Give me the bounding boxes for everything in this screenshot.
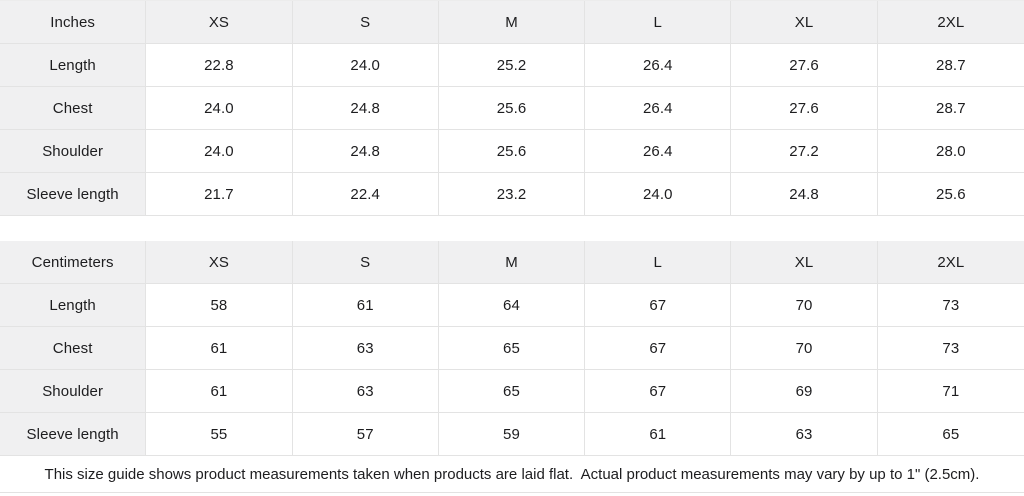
value-length-xl-cm: 70 [731,284,878,327]
value-chest-xs: 24.0 [146,87,293,130]
row-label-length: Length [0,44,147,87]
value-sleeve-xs-cm: 55 [146,413,293,456]
value-shoulder-2xl: 28.0 [877,130,1024,173]
value-length-2xl: 28.7 [877,44,1024,87]
value-chest-m: 25.6 [438,87,586,130]
size-header-m-cm: M [438,241,586,284]
size-header-xl: XL [731,1,878,44]
value-sleeve-xs: 21.7 [146,173,293,216]
row-label-shoulder: Shoulder [0,130,147,173]
value-length-s-cm: 61 [292,284,439,327]
value-chest-xs-cm: 61 [146,327,293,370]
value-shoulder-l-cm: 67 [585,370,732,413]
value-chest-s: 24.8 [292,87,439,130]
value-sleeve-2xl-cm: 65 [877,413,1024,456]
value-sleeve-m-cm: 59 [438,413,586,456]
value-sleeve-l-cm: 61 [585,413,732,456]
size-header-s-cm: S [292,241,439,284]
value-chest-xl-cm: 70 [731,327,878,370]
row-label-chest-cm: Chest [0,327,147,370]
value-sleeve-s-cm: 57 [292,413,439,456]
size-header-2xl-cm: 2XL [877,241,1024,284]
row-label-chest: Chest [0,87,147,130]
value-chest-s-cm: 63 [292,327,439,370]
value-shoulder-xs: 24.0 [146,130,293,173]
size-guide-disclaimer: This size guide shows product measuremen… [0,456,1024,493]
value-length-l-cm: 67 [585,284,732,327]
value-chest-m-cm: 65 [438,327,586,370]
size-header-l-cm: L [585,241,732,284]
value-chest-2xl: 28.7 [877,87,1024,130]
value-length-m: 25.2 [438,44,586,87]
size-header-m: M [438,1,586,44]
value-chest-l: 26.4 [585,87,732,130]
value-length-2xl-cm: 73 [877,284,1024,327]
value-chest-l-cm: 67 [585,327,732,370]
value-shoulder-l: 26.4 [585,130,732,173]
size-header-2xl: 2XL [877,1,1024,44]
value-sleeve-xl: 24.8 [731,173,878,216]
size-table-inches: Inches XS S M L XL 2XL Length 22.8 24.0 … [0,0,1024,216]
row-label-length-cm: Length [0,284,147,327]
value-length-xs: 22.8 [146,44,293,87]
value-length-m-cm: 64 [438,284,586,327]
value-sleeve-m: 23.2 [438,173,586,216]
value-sleeve-xl-cm: 63 [731,413,878,456]
value-length-s: 24.0 [292,44,439,87]
value-shoulder-m-cm: 65 [438,370,586,413]
value-sleeve-2xl: 25.6 [877,173,1024,216]
size-header-xs-cm: XS [146,241,293,284]
value-shoulder-xl: 27.2 [731,130,878,173]
size-header-xl-cm: XL [731,241,878,284]
size-header-xs: XS [146,1,293,44]
value-sleeve-l: 24.0 [585,173,732,216]
size-header-s: S [292,1,439,44]
value-shoulder-xs-cm: 61 [146,370,293,413]
value-length-xs-cm: 58 [146,284,293,327]
value-shoulder-m: 25.6 [438,130,586,173]
row-label-sleeve-length-cm: Sleeve length [0,413,147,456]
value-chest-xl: 27.6 [731,87,878,130]
value-shoulder-2xl-cm: 71 [877,370,1024,413]
value-length-l: 26.4 [585,44,732,87]
value-shoulder-xl-cm: 69 [731,370,878,413]
size-table-centimeters: Centimeters XS S M L XL 2XL Length 58 61… [0,241,1024,456]
size-header-l: L [585,1,732,44]
value-length-xl: 27.6 [731,44,878,87]
unit-header-inches: Inches [0,1,147,44]
value-chest-2xl-cm: 73 [877,327,1024,370]
value-shoulder-s-cm: 63 [292,370,439,413]
table-gap [0,216,1024,241]
row-label-shoulder-cm: Shoulder [0,370,147,413]
unit-header-centimeters: Centimeters [0,241,147,284]
value-shoulder-s: 24.8 [292,130,439,173]
value-sleeve-s: 22.4 [292,173,439,216]
row-label-sleeve-length: Sleeve length [0,173,147,216]
